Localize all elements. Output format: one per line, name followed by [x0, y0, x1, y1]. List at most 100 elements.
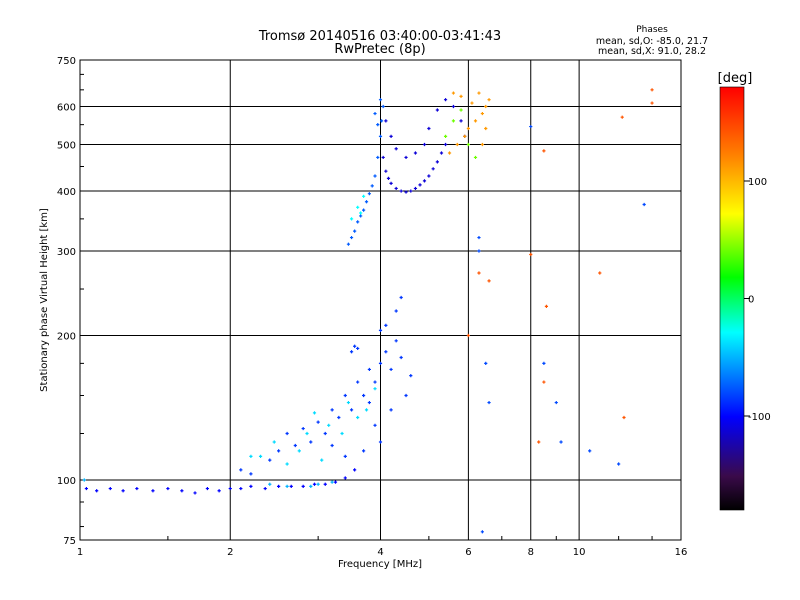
data-point: [650, 88, 654, 92]
data-point: [285, 484, 289, 488]
data-point: [537, 440, 541, 444]
y-tick-label: 100: [57, 476, 76, 487]
data-point: [249, 472, 253, 476]
data-point: [480, 142, 484, 147]
data-point: [293, 443, 297, 448]
data-point: [353, 229, 357, 233]
data-point: [389, 181, 393, 185]
data-point: [480, 530, 484, 534]
data-point: [378, 361, 383, 365]
data-point: [353, 344, 357, 348]
data-point: [367, 192, 371, 196]
data-point: [301, 484, 305, 488]
data-point: [343, 454, 347, 459]
data-point: [418, 183, 422, 187]
data-point: [323, 431, 327, 436]
data-point: [473, 155, 478, 160]
data-point: [373, 387, 377, 391]
data-point: [409, 374, 413, 378]
data-point: [285, 431, 289, 436]
data-point: [384, 323, 388, 327]
data-point: [413, 186, 418, 191]
data-point: [542, 149, 546, 153]
data-point: [394, 309, 398, 313]
data-point: [529, 252, 533, 257]
data-point: [373, 423, 377, 427]
data-points: [82, 88, 654, 534]
data-point: [394, 186, 398, 191]
data-point: [376, 155, 380, 160]
data-point: [379, 119, 384, 123]
data-point: [217, 489, 221, 493]
data-point: [166, 486, 170, 491]
y-tick-label: 600: [57, 103, 76, 114]
data-point: [598, 271, 602, 275]
data-point: [484, 104, 488, 109]
data-point: [443, 98, 448, 102]
data-point: [346, 400, 351, 405]
data-point: [272, 440, 276, 444]
data-point: [378, 328, 383, 332]
data-point: [389, 134, 393, 138]
data-point: [309, 484, 313, 488]
data-point: [362, 393, 366, 398]
data-point: [431, 167, 435, 171]
data-point: [316, 420, 320, 424]
data-point: [356, 415, 360, 420]
grid-lines: [80, 60, 681, 540]
data-point: [451, 119, 456, 123]
data-point: [620, 115, 624, 119]
data-point: [404, 393, 408, 398]
chart-subtitle: RwPretec (8p): [334, 42, 425, 57]
data-point: [373, 380, 377, 384]
data-point: [346, 242, 351, 246]
x-tick-label: 1: [77, 547, 83, 558]
data-point: [554, 400, 558, 405]
data-point: [381, 104, 385, 109]
data-point: [349, 217, 354, 221]
data-point: [268, 458, 272, 462]
data-point: [451, 91, 456, 95]
stats-heading: Phases: [636, 25, 668, 35]
data-point: [327, 423, 331, 427]
data-point: [399, 295, 403, 300]
x-tick-label: 6: [465, 547, 471, 558]
data-point: [529, 124, 533, 129]
data-point: [617, 462, 621, 466]
data-point: [622, 415, 626, 420]
data-point: [542, 361, 546, 365]
chart-title: Tromsø 20140516 03:40:00-03:41:43: [258, 29, 501, 44]
data-point: [384, 169, 388, 173]
data-point: [650, 101, 654, 105]
data-point: [362, 194, 366, 198]
data-point: [378, 98, 383, 102]
x-tick-label: 16: [675, 547, 688, 558]
data-point: [394, 147, 398, 151]
data-point: [477, 271, 481, 275]
data-point: [413, 151, 418, 155]
data-point: [362, 208, 366, 212]
data-point: [487, 98, 491, 102]
y-tick-label: 300: [57, 247, 76, 258]
data-point: [588, 449, 592, 453]
colorbar-tick-label: 100: [748, 177, 767, 188]
data-point: [389, 367, 393, 372]
y-tick-label: 500: [57, 141, 76, 152]
data-point: [435, 108, 439, 112]
data-point: [439, 151, 444, 155]
data-point: [249, 454, 253, 459]
data-point: [404, 190, 408, 194]
data-point: [480, 111, 484, 116]
y-axis-label: Stationary phase Virtual Height [km]: [39, 208, 50, 392]
data-point: [356, 380, 360, 384]
data-point: [373, 111, 377, 116]
data-point: [484, 126, 488, 131]
data-point: [193, 491, 197, 495]
data-point: [427, 174, 431, 178]
data-point: [443, 134, 448, 138]
data-point: [239, 486, 243, 491]
colorbar: [719, 86, 745, 511]
data-point: [349, 350, 354, 354]
colorbar-label: [deg]: [718, 71, 753, 86]
